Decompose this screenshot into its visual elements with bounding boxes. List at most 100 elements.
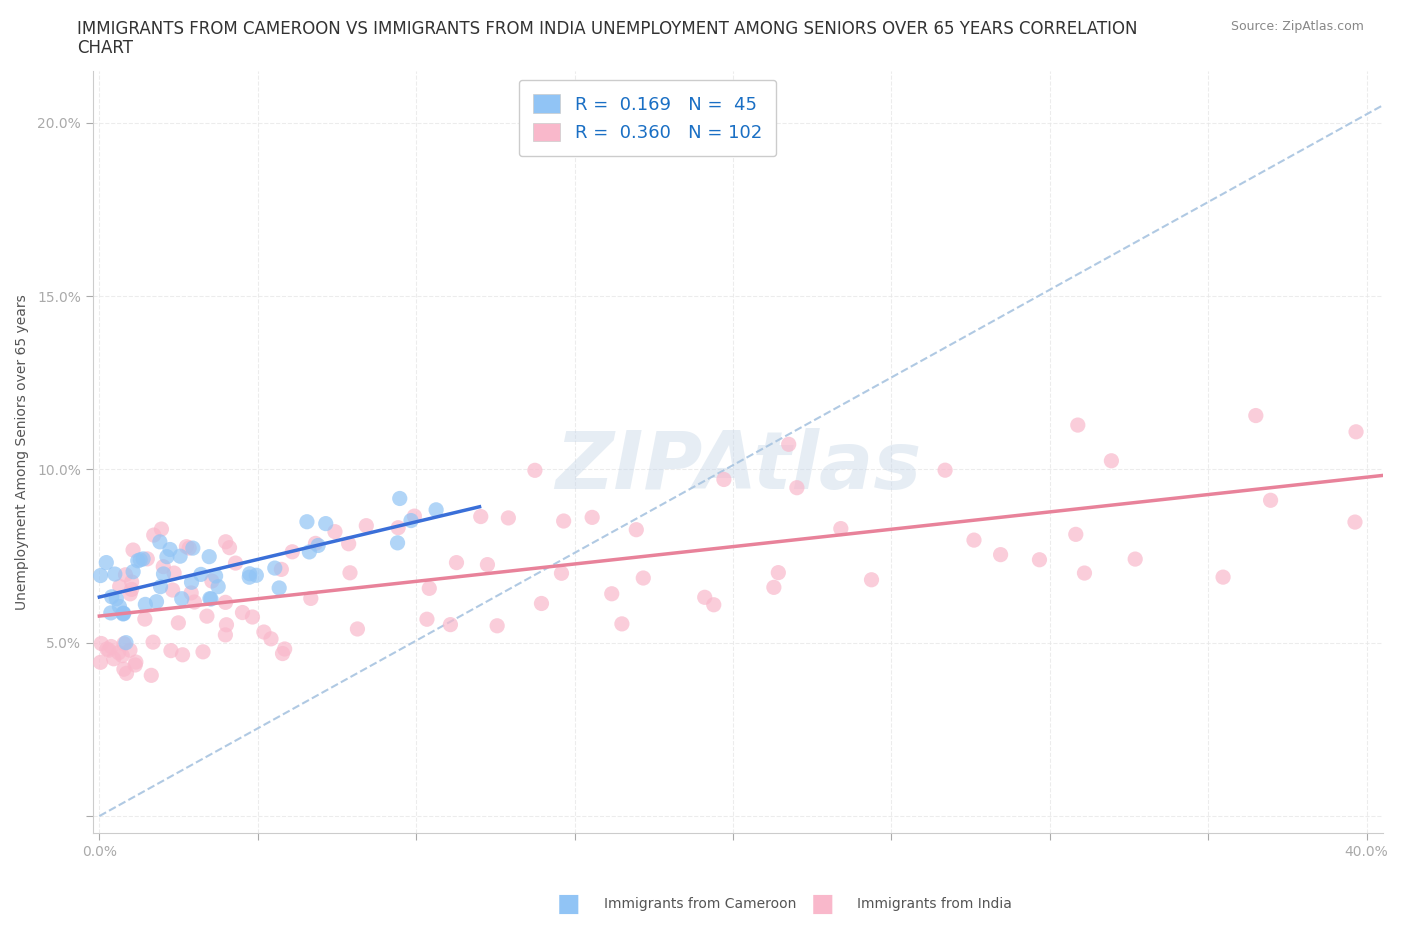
Point bbox=[860, 572, 883, 587]
Text: Immigrants from India: Immigrants from India bbox=[858, 897, 1012, 911]
Point bbox=[1073, 565, 1095, 580]
Point bbox=[295, 514, 318, 529]
Point bbox=[100, 590, 122, 604]
Point bbox=[963, 533, 986, 548]
Point bbox=[215, 535, 238, 550]
Point bbox=[498, 511, 520, 525]
Point bbox=[136, 551, 159, 566]
Point bbox=[253, 625, 276, 640]
Point bbox=[181, 540, 204, 555]
Point bbox=[231, 605, 253, 620]
Point bbox=[145, 594, 167, 609]
Point bbox=[633, 571, 655, 586]
Point bbox=[191, 644, 214, 659]
Point bbox=[225, 555, 247, 570]
Point bbox=[387, 520, 409, 535]
Point bbox=[180, 586, 202, 601]
Point bbox=[550, 565, 572, 580]
Point bbox=[218, 540, 240, 555]
Point bbox=[134, 612, 156, 627]
Point bbox=[201, 574, 224, 589]
Point bbox=[273, 642, 295, 657]
Point bbox=[149, 579, 172, 594]
Point bbox=[263, 561, 285, 576]
Point bbox=[388, 491, 411, 506]
Point bbox=[105, 591, 128, 606]
Point bbox=[112, 606, 135, 621]
Point bbox=[167, 616, 190, 631]
Point bbox=[1260, 493, 1282, 508]
Point bbox=[299, 591, 322, 605]
Point bbox=[215, 618, 238, 632]
Legend: R =  0.169   N =  45, R =  0.360   N = 102: R = 0.169 N = 45, R = 0.360 N = 102 bbox=[519, 80, 776, 156]
Point bbox=[307, 538, 329, 553]
Point bbox=[1344, 514, 1367, 529]
Point bbox=[111, 648, 134, 663]
Point bbox=[778, 437, 800, 452]
Point bbox=[176, 539, 198, 554]
Point bbox=[162, 582, 184, 597]
Point bbox=[270, 562, 292, 577]
Point bbox=[339, 565, 361, 580]
Point bbox=[159, 542, 181, 557]
Point bbox=[118, 643, 141, 658]
Text: IMMIGRANTS FROM CAMEROON VS IMMIGRANTS FROM INDIA UNEMPLOYMENT AMONG SENIORS OVE: IMMIGRANTS FROM CAMEROON VS IMMIGRANTS F… bbox=[77, 20, 1137, 38]
Point bbox=[399, 513, 422, 528]
Point bbox=[89, 655, 111, 670]
Point bbox=[142, 527, 165, 542]
Point bbox=[323, 525, 346, 539]
Point bbox=[121, 582, 143, 597]
Point bbox=[190, 567, 212, 582]
Point bbox=[156, 550, 179, 565]
Point bbox=[486, 618, 509, 633]
Point bbox=[1064, 527, 1087, 542]
Point bbox=[762, 580, 785, 595]
Point bbox=[245, 568, 267, 583]
Point bbox=[1123, 551, 1146, 566]
Point bbox=[103, 651, 125, 666]
Text: CHART: CHART bbox=[77, 39, 134, 57]
Text: Source: ZipAtlas.com: Source: ZipAtlas.com bbox=[1230, 20, 1364, 33]
Point bbox=[830, 521, 852, 536]
Point bbox=[149, 535, 172, 550]
Point bbox=[242, 609, 264, 624]
Point bbox=[1028, 552, 1050, 567]
Point bbox=[269, 580, 291, 595]
Point bbox=[132, 551, 155, 566]
Point bbox=[150, 522, 173, 537]
Point bbox=[100, 605, 122, 620]
Point bbox=[172, 647, 194, 662]
Point bbox=[96, 642, 118, 657]
Point bbox=[90, 568, 112, 583]
Point bbox=[238, 570, 260, 585]
Text: Immigrants from Cameroon: Immigrants from Cameroon bbox=[605, 897, 797, 911]
Point bbox=[214, 628, 236, 643]
Point bbox=[439, 618, 461, 632]
Point bbox=[387, 536, 409, 551]
Point bbox=[198, 550, 221, 565]
Point bbox=[1067, 418, 1090, 432]
Point bbox=[127, 553, 149, 568]
Point bbox=[115, 635, 138, 650]
Point bbox=[112, 662, 135, 677]
Point bbox=[1244, 408, 1267, 423]
Point bbox=[207, 579, 229, 594]
Point bbox=[530, 596, 553, 611]
Point bbox=[204, 568, 226, 583]
Point bbox=[703, 597, 725, 612]
Point bbox=[112, 636, 135, 651]
Point bbox=[418, 581, 440, 596]
Point bbox=[108, 579, 131, 594]
Point bbox=[100, 639, 122, 654]
Point bbox=[179, 540, 201, 555]
Point bbox=[346, 621, 368, 636]
Point bbox=[470, 509, 492, 524]
Point bbox=[104, 566, 127, 581]
Point bbox=[107, 645, 129, 660]
Point bbox=[553, 513, 575, 528]
Point bbox=[142, 634, 165, 649]
Point bbox=[425, 502, 447, 517]
Point bbox=[214, 595, 236, 610]
Point bbox=[1212, 570, 1234, 585]
Point bbox=[115, 666, 138, 681]
